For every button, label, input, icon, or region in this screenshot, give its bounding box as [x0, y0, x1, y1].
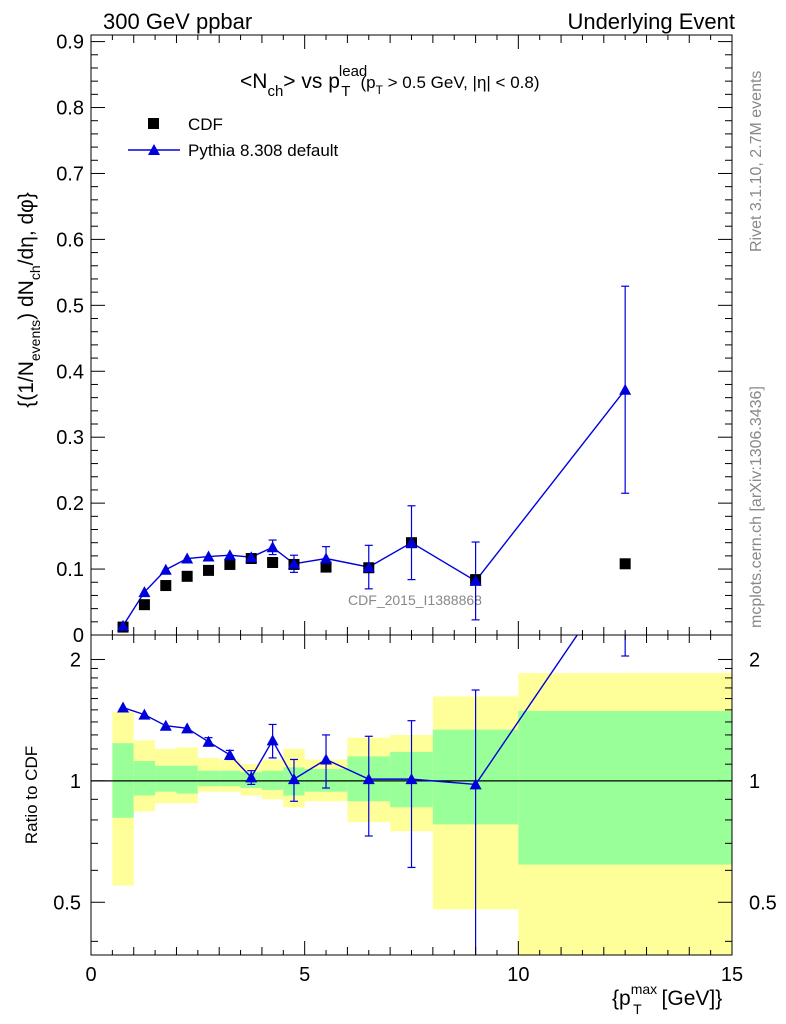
cdf-data-point — [160, 580, 172, 592]
y-tick-label: 0.2 — [56, 493, 84, 515]
ratio-green-band — [261, 770, 284, 790]
pythia-data-point — [405, 536, 418, 548]
legend-cdf-marker — [148, 118, 159, 129]
pythia-data-point — [245, 551, 258, 563]
pythia-data-point — [138, 586, 151, 598]
x-tick-label: 5 — [299, 964, 310, 986]
pythia-data-point — [469, 574, 482, 586]
pythia-data-point — [619, 383, 632, 395]
ratio-y-tick-label-right: 1 — [749, 771, 760, 793]
header-left-label: 300 GeV ppbar — [103, 9, 252, 34]
pythia-data-point — [362, 561, 375, 573]
ratio-green-band — [197, 770, 220, 787]
cdf-data-point — [224, 558, 236, 570]
x-tick-label: 10 — [507, 964, 529, 986]
ratio-axes: 0.5 0.5 1 1 2 2 0 5 10 15 — [53, 634, 777, 986]
main-title: <Nch> vs plead T (pT > 0.5 GeV, |η| < 0.8) — [240, 63, 540, 100]
y-tick-label: 0 — [73, 625, 84, 647]
x-axis-label: {pmax T [GeV]} — [612, 981, 722, 1017]
ratio-green-band — [219, 770, 241, 787]
cdf-data-point — [138, 599, 150, 611]
ratio-green-band — [176, 765, 198, 794]
cdf-data-point — [619, 558, 631, 570]
ratio-data-point — [117, 701, 130, 713]
ratio-green-band — [155, 765, 177, 792]
pythia-data-point — [202, 550, 215, 562]
pythia-data-point — [287, 557, 300, 569]
main-y-axis-label: {(1/Nevents) dNch/dη, dφ} — [15, 192, 43, 408]
watermark-label: CDF_2015_I1388868 — [348, 592, 482, 608]
x-axis-text: {pmax T [GeV]} — [612, 981, 722, 1017]
pythia-data-point — [223, 549, 236, 561]
cdf-data-point — [320, 561, 332, 573]
y-tick-label: 0.1 — [56, 559, 84, 581]
legend-cdf-label: CDF — [188, 115, 223, 134]
pythia-data-point — [320, 552, 333, 564]
ratio-data-point — [202, 735, 215, 747]
ratio-data-point — [223, 748, 236, 760]
y-tick-label: 0.9 — [56, 32, 84, 54]
ratio-y-tick-label-right: 2 — [749, 649, 760, 671]
x-tick-label: 15 — [721, 964, 743, 986]
legend-pythia-marker — [148, 144, 160, 155]
rivet-version-label: Rivet 3.1.10, 2.7M events — [748, 71, 765, 252]
pythia-data-point — [181, 552, 194, 564]
ratio-y-tick-label: 2 — [70, 649, 81, 671]
x-tick-label: 0 — [85, 964, 96, 986]
ratio-data-point — [159, 719, 172, 731]
main-series-layer — [117, 285, 632, 633]
ratio-data-point — [138, 708, 151, 720]
cdf-data-point — [267, 556, 279, 568]
y-tick-label: 0.5 — [56, 295, 84, 317]
ratio-y-tick-label: 0.5 — [53, 892, 81, 914]
ratio-y-axis-label: Ratio to CDF — [22, 746, 41, 844]
ratio-data-point — [287, 773, 300, 785]
ratio-data-point — [469, 778, 482, 790]
ratio-data-point — [405, 773, 418, 785]
chart-title: <Nch> vs plead T (pT > 0.5 GeV, |η| < 0.8) — [240, 63, 540, 100]
ratio-y-tick-label-right: 0.5 — [749, 892, 777, 914]
y-tick-label: 0.4 — [56, 361, 84, 383]
pythia-data-point — [117, 619, 130, 631]
main-legend: CDF Pythia 8.308 default — [128, 115, 339, 160]
ratio-pythia-line — [122, 635, 579, 786]
ratio-data-point — [181, 722, 194, 734]
y-tick-label: 0.8 — [56, 98, 84, 120]
pythia-data-point — [159, 563, 172, 575]
cdf-data-point — [203, 564, 215, 576]
main-y-axis-text: {(1/Nevents) dNch/dη, dφ} — [15, 192, 43, 408]
ratio-data-point — [245, 771, 258, 783]
ratio-data-point — [362, 773, 375, 785]
mcplots-label: mcplots.cern.ch [arXiv:1306.3436] — [748, 386, 765, 628]
ratio-data-point — [320, 753, 333, 765]
ratio-green-band — [518, 711, 732, 865]
ratio-y-tick-label: 1 — [70, 771, 81, 793]
y-tick-label: 0.7 — [56, 163, 84, 185]
legend-pythia-label: Pythia 8.308 default — [188, 141, 339, 160]
y-tick-label: 0.3 — [56, 427, 84, 449]
pythia-data-point — [266, 541, 279, 553]
main-watermark: CDF_2015_I1388868 — [348, 592, 482, 608]
ratio-data-point — [266, 734, 279, 746]
cdf-data-point — [181, 570, 193, 582]
pythia-line — [122, 389, 626, 627]
ratio-green-band — [133, 761, 156, 796]
y-tick-label: 0.6 — [56, 229, 84, 251]
header-right-label: Underlying Event — [567, 9, 735, 34]
